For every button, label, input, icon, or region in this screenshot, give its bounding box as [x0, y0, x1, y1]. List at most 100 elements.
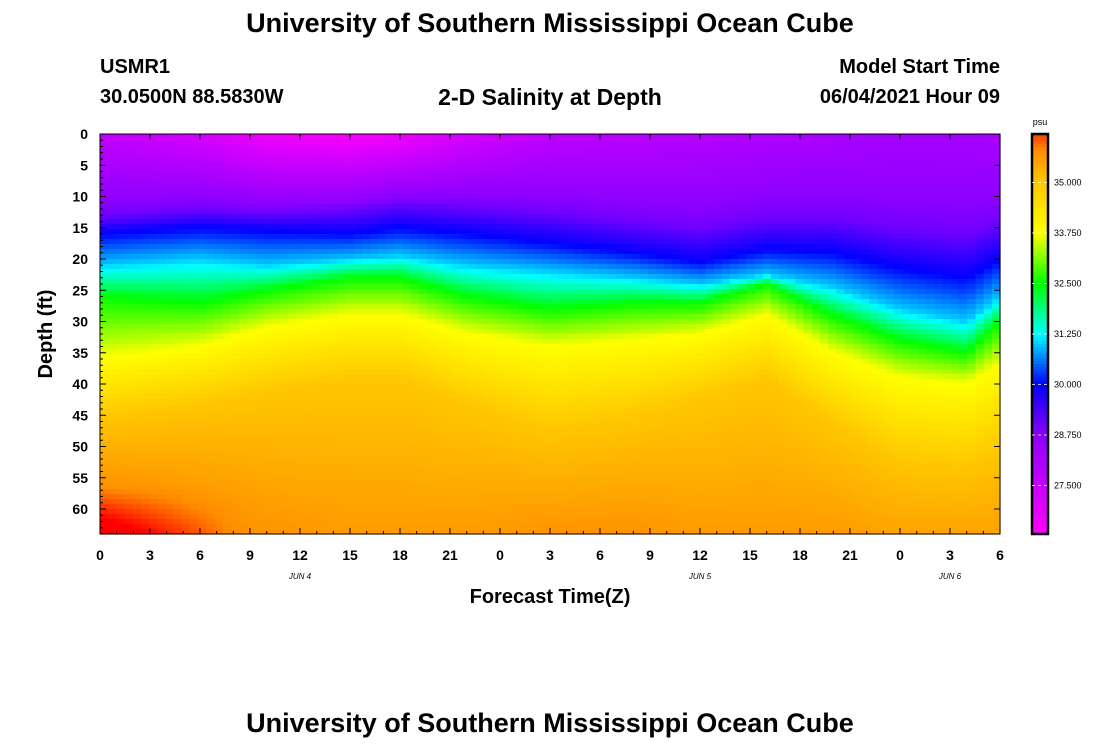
heatmap-cell	[132, 524, 142, 530]
heatmap-cell	[558, 144, 567, 150]
heatmap-cell	[492, 284, 502, 290]
heatmap-cell	[140, 279, 150, 285]
heatmap-cell	[280, 274, 289, 280]
heatmap-cell	[312, 234, 322, 240]
heatmap-cell	[239, 464, 248, 470]
heatmap-cell	[255, 314, 265, 320]
heatmap-cell	[353, 224, 363, 230]
heatmap-cell	[296, 329, 306, 335]
heatmap-cell	[460, 294, 469, 300]
heatmap-cell	[230, 164, 240, 170]
heatmap-cell	[590, 324, 600, 330]
heatmap-cell	[550, 399, 559, 405]
heatmap-cell	[206, 404, 216, 410]
heatmap-cell	[394, 454, 404, 460]
heatmap-cell	[386, 259, 396, 265]
heatmap-cell	[157, 409, 167, 415]
heatmap-cell	[247, 469, 257, 475]
heatmap-cell	[574, 239, 584, 245]
heatmap-cell	[370, 224, 379, 230]
heatmap-cell	[337, 344, 347, 350]
heatmap-cell	[173, 169, 183, 175]
heatmap-cell	[157, 294, 167, 300]
heatmap-cell	[468, 394, 477, 400]
heatmap-cell	[353, 484, 363, 490]
heatmap-cell	[574, 319, 584, 325]
heatmap-cell	[116, 269, 126, 275]
heatmap-cell	[124, 169, 134, 175]
heatmap-cell	[484, 379, 494, 385]
heatmap-cell	[149, 374, 158, 380]
heatmap-cell	[427, 424, 437, 430]
heatmap-cell	[451, 394, 461, 400]
heatmap-cell	[345, 354, 355, 360]
heatmap-cell	[410, 294, 420, 300]
heatmap-cell	[280, 439, 289, 445]
heatmap-cell	[550, 469, 559, 475]
heatmap-cell	[353, 249, 363, 255]
heatmap-cell	[451, 454, 461, 460]
heatmap-cell	[255, 329, 265, 335]
heatmap-cell	[484, 169, 494, 175]
heatmap-cell	[345, 349, 355, 355]
heatmap-cell	[239, 424, 248, 430]
heatmap-cell	[288, 469, 297, 475]
heatmap-cell	[599, 439, 608, 445]
heatmap-cell	[165, 279, 175, 285]
heatmap-cell	[271, 264, 281, 270]
heatmap-cell	[108, 324, 117, 330]
heatmap-cell	[337, 284, 347, 290]
heatmap-cell	[517, 244, 527, 250]
heatmap-cell	[181, 429, 191, 435]
heatmap-cell	[214, 154, 224, 160]
heatmap-cell	[165, 424, 175, 430]
heatmap-cell	[329, 494, 338, 500]
heatmap-cell	[361, 204, 371, 210]
heatmap-cell	[582, 319, 592, 325]
heatmap-cell	[140, 324, 150, 330]
heatmap-cell	[255, 514, 265, 520]
heatmap-cell	[353, 469, 363, 475]
heatmap-cell	[460, 459, 469, 465]
heatmap-cell	[394, 214, 404, 220]
heatmap-cell	[394, 229, 404, 235]
heatmap-cell	[484, 324, 494, 330]
heatmap-cell	[451, 429, 461, 435]
heatmap-cell	[517, 459, 527, 465]
heatmap-cell	[484, 524, 494, 530]
heatmap-cell	[320, 349, 330, 355]
heatmap-cell	[157, 434, 167, 440]
heatmap-cell	[410, 239, 420, 245]
heatmap-cell	[566, 319, 576, 325]
heatmap-cell	[337, 519, 347, 525]
heatmap-cell	[599, 229, 608, 235]
heatmap-cell	[427, 474, 437, 480]
heatmap-cell	[173, 364, 183, 370]
heatmap-cell	[525, 204, 535, 210]
heatmap-cell	[149, 304, 158, 310]
heatmap-cell	[157, 404, 167, 410]
heatmap-cell	[386, 169, 396, 175]
heatmap-cell	[181, 249, 191, 255]
heatmap-cell	[100, 464, 109, 470]
heatmap-cell	[468, 319, 477, 325]
heatmap-cell	[140, 274, 150, 280]
heatmap-cell	[304, 479, 314, 485]
heatmap-cell	[550, 454, 559, 460]
heatmap-cell	[410, 274, 420, 280]
heatmap-cell	[394, 289, 404, 295]
heatmap-cell	[100, 199, 109, 205]
heatmap-cell	[181, 389, 191, 395]
heatmap-cell	[517, 279, 527, 285]
heatmap-cell	[394, 144, 404, 150]
heatmap-cell	[263, 229, 273, 235]
heatmap-cell	[492, 509, 502, 515]
heatmap-cell	[370, 454, 379, 460]
heatmap-cell	[607, 229, 617, 235]
heatmap-cell	[124, 524, 134, 530]
heatmap-cell	[394, 304, 404, 310]
heatmap-cell	[435, 509, 445, 515]
heatmap-cell	[443, 294, 453, 300]
heatmap-cell	[296, 279, 306, 285]
heatmap-cell	[173, 284, 183, 290]
